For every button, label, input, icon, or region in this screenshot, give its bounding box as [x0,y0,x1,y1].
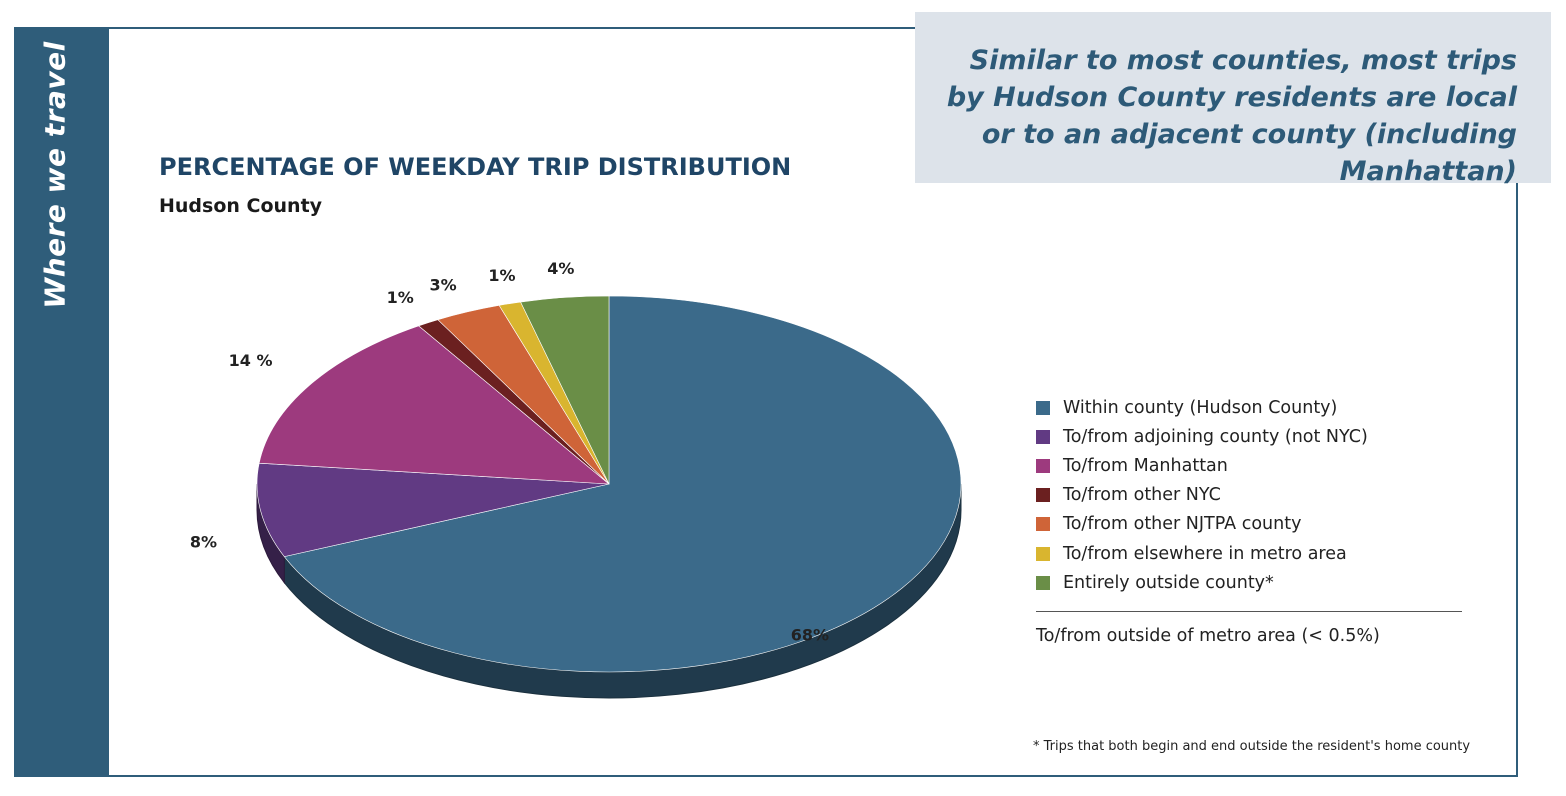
legend-divider [1036,611,1462,613]
pie-slice [284,295,962,673]
chart-subtitle: Hudson County [159,195,323,217]
legend-item: To/from other NJTPA county [1036,510,1462,539]
legend-label: Entirely outside county* [1063,572,1274,593]
chart-legend: Within county (Hudson County) To/from adj… [1036,393,1462,646]
pie-percent-label: 3% [429,276,456,295]
legend-swatch [1036,458,1050,473]
legend-item: To/from elsewhere in metro area [1036,539,1462,568]
legend-swatch [1036,517,1050,532]
section-side-band [14,27,109,777]
legend-swatch [1036,488,1050,503]
pie-percent-label: 68% [791,626,829,645]
pie-percent-label: 8% [190,533,217,552]
legend-item: To/from other NYC [1036,481,1462,510]
pie-percent-label: 4% [547,259,574,278]
legend-label: To/from other NJTPA county [1063,514,1302,535]
pie-slice [256,462,610,557]
legend-label: To/from adjoining county (not NYC) [1063,426,1368,447]
legend-swatch [1036,400,1050,415]
callout-text: Similar to most counties, most trips by … [946,45,1517,187]
chart-title: PERCENTAGE OF WEEKDAY TRIP DISTRIBUTION [159,153,792,181]
legend-item: To/from adjoining county (not NYC) [1036,422,1462,451]
legend-item: Entirely outside county* [1036,568,1462,597]
pie-percent-label: 14 % [229,351,273,370]
legend-swatch [1036,546,1050,561]
legend-label: To/from elsewhere in metro area [1063,543,1347,564]
legend-item: To/from Manhattan [1036,451,1462,480]
legend-label: To/from other NYC [1063,485,1221,506]
legend-label: To/from Manhattan [1063,455,1228,476]
pie-slice [520,295,610,485]
legend-swatch [1036,575,1050,590]
legend-item: Within county (Hudson County) [1036,393,1462,422]
legend-extra-note: To/from outside of metro area (< 0.5%) [1036,626,1380,647]
pie-percent-label: 1% [387,288,414,307]
legend-swatch [1036,429,1050,444]
pie-slice [258,325,610,485]
footnote: * Trips that both begin and end outside … [1033,739,1471,754]
legend-label: Within county (Hudson County) [1063,397,1338,418]
pie-percent-label: 1% [488,266,515,285]
callout-box: Similar to most counties, most trips by … [915,12,1551,187]
